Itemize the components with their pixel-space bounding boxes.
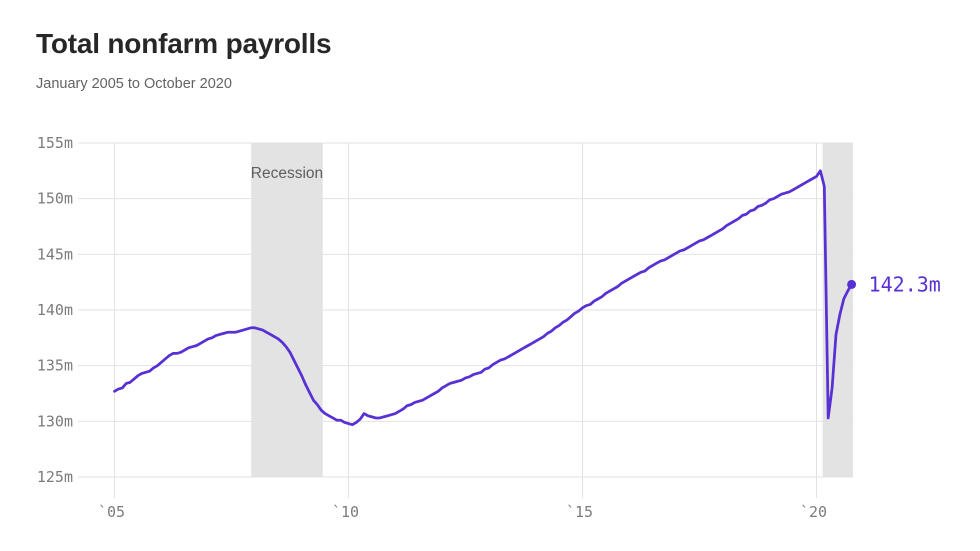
end-point-dot — [847, 279, 857, 289]
x-axis-tick-label: `10 — [332, 503, 359, 521]
x-axis-tick-label: `05 — [98, 503, 125, 521]
x-axis-tick-label: `15 — [566, 503, 593, 521]
y-axis-tick-label: 150m — [37, 190, 73, 208]
chart-header: Total nonfarm payrolls January 2005 to O… — [36, 28, 332, 92]
y-axis-tick-label: 145m — [37, 245, 73, 263]
x-axis-tick-label: `20 — [800, 503, 827, 521]
y-axis-tick-label: 130m — [37, 412, 73, 430]
chart-subtitle: January 2005 to October 2020 — [36, 76, 232, 92]
y-axis-tick-label: 135m — [37, 357, 73, 375]
y-axis-tick-label: 140m — [37, 301, 73, 319]
recession-annotation: Recession — [251, 165, 323, 182]
payrolls-line — [113, 169, 853, 427]
y-axis-tick-label: 125m — [37, 468, 73, 486]
chart-title: Total nonfarm payrolls — [36, 28, 332, 59]
end-value-label: 142.3m — [869, 272, 941, 296]
y-axis-tick-label: 155m — [37, 134, 73, 152]
